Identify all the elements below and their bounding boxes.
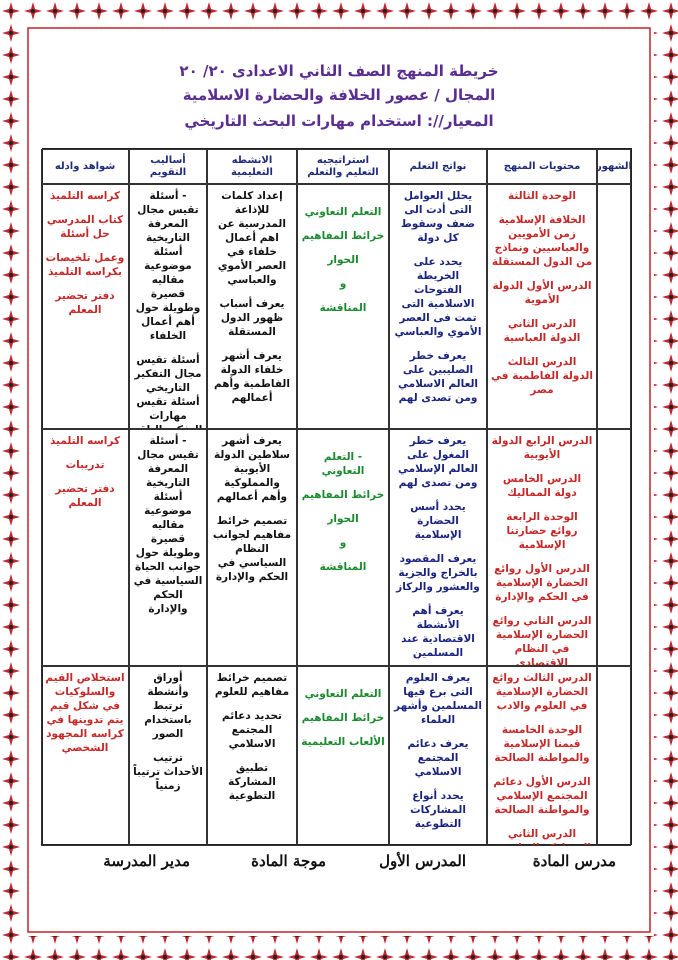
cell-text: الدرس الثالث الدولة الفاطمية في مصر (491, 356, 593, 396)
table-cell: يحلل العوامل التى أدت الى ضعف وسقوط كل د… (389, 184, 487, 429)
cell-text: الألعاب التعليمية (301, 736, 385, 748)
cell-text: كراسه التلميذ (49, 190, 121, 202)
standard: المعيار//: استخدام مهارات البحث التاريخي (184, 112, 494, 130)
cell-text: الدرس الثالث روائع الحضارة الإسلامية في … (492, 672, 592, 712)
signature: مدير المدرسة (103, 852, 190, 870)
table-cell: تصميم خرائط مفاهيم للعلوم تحديد دعائم الم… (207, 666, 297, 846)
table-cell: كراسه التلميذ كتاب المدرسي حل أسئلة وعمل ت… (41, 184, 129, 429)
cell-text: خرائط المفاهيم (301, 712, 385, 724)
column-header: استراتيجيه التعليم والتعلم (297, 149, 389, 184)
cell-text: كراسه التلميذ (49, 435, 121, 447)
table-cell: - التعلم التعاوني خرائط المفاهيم الحوار و ال… (297, 429, 389, 666)
cell-text: وعمل تلخيصات بكراسه التلميذ (45, 252, 125, 278)
table-cell: - أسئلة تقيس مجال المعرفة التاريخية أسئل… (129, 429, 207, 666)
cell-text: تدريبات (65, 459, 105, 471)
cell-text: المناقشة (319, 561, 367, 573)
cell-text: تصميم خرائط مفاهيم للعلوم (214, 672, 290, 698)
cell-text: يعرف خطر المغول على العالم الإسلامي ومن … (397, 435, 479, 489)
cell-text: أسئلة تقيس مجال التفكير التاريخي أسئلة ت… (134, 354, 203, 428)
cell-text: خرائط المفاهيم (301, 489, 385, 501)
cell-text: الدرس الثاني روائع الحضارة الإسلامية في … (492, 615, 592, 666)
cell-text: الدرس الثاني المشاركة التطوعية (493, 828, 591, 845)
signature: مدرس المادة (532, 852, 616, 870)
cell-text: يعرف أسباب ظهور الدول المستقلة (219, 298, 285, 338)
cell-text: تطبيق المشاركة التطوعية (228, 762, 276, 802)
signature: المدرس الأول (379, 852, 466, 870)
cell-text: التعلم التعاوني (304, 688, 382, 700)
table-cell: كراسه التلميذ تدريبات دفتر تحضير المعلم (41, 429, 129, 666)
cell-text: الخلافة الإسلامية زمن الأمويين والعباسيي… (491, 214, 593, 268)
month-cell (597, 666, 631, 846)
table-cell: يعرف خطر المغول على العالم الإسلامي ومن … (389, 429, 487, 666)
table-cell: الدرس الثالث روائع الحضارة الإسلامية في … (487, 666, 597, 846)
title: خريطة المنهج الصف الثاني الاعدادى ٢٠/ ٢٠ (179, 62, 499, 80)
field: المجال / عصور الخلافة والحضارة الاسلامية (182, 86, 496, 104)
table-cell: الوحدة الثالثة الخلافة الإسلامية زمن الأم… (487, 184, 597, 429)
month-cell (597, 184, 631, 429)
cell-text: الوحدة الخامسة قيمنا الإسلامية والمواطنة… (494, 724, 590, 764)
cell-text: إعداد كلمات للإذاعة المدرسية عن اهم أعما… (217, 190, 287, 286)
cell-text: يعرف أهم الأنشطة الاقتصادية عند المسلمين (401, 605, 475, 659)
cell-text: يحدد أسس الحضارة الإسلامية (410, 501, 466, 541)
cell-text: الحوار (327, 254, 359, 266)
cell-text: - التعلم التعاوني (321, 451, 365, 477)
cell-text: تصميم خرائط مفاهيم لجوانب النظام السياسي… (212, 515, 292, 583)
table-cell: التعلم التعاوني خرائط المفاهيم الألعاب الت… (297, 666, 389, 846)
cell-text: الدرس الأول دعائم المجتمع الإسلامي والمو… (493, 776, 591, 816)
table-cell: يعرف العلوم التى برع فيها المسلمين وأشهر… (389, 666, 487, 846)
cell-text: دفتر تحضير المعلم (55, 290, 115, 316)
column-header: شواهد وادله (41, 149, 129, 184)
cell-text: يحلل العوامل التى أدت الى ضعف وسقوط كل د… (400, 190, 476, 244)
cell-text: الدرس الثاني الدولة العباسية (503, 318, 581, 344)
column-header: أساليب التقويم (129, 149, 207, 184)
cell-text: أوراق وأنشطة ترتبط باستخدام الصور (144, 672, 192, 740)
cell-text: الوحدة الرابعة روائع حضارتنا الإسلامية (506, 511, 578, 551)
table-cell: أوراق وأنشطة ترتبط باستخدام الصور ترتيب ا… (129, 666, 207, 846)
cell-text: خرائط المفاهيم (301, 230, 385, 242)
cell-text: - أسئلة تقيس مجال المعرفة التاريخية أسئل… (133, 435, 203, 615)
cell-text: يحدد على الخريطة الفتوحات الاسلامية التى… (394, 256, 482, 338)
cell-text: و (339, 537, 347, 549)
curriculum-table: الشهور محتويات المنهج نواتج التعلم استراتيج… (41, 148, 632, 846)
column-header: الشهور (597, 149, 631, 184)
cell-text: تحديد دعائم المجتمع الاسلامي (222, 710, 282, 750)
cell-text: يعرف العلوم التى برع فيها المسلمين وأشهر… (394, 672, 482, 726)
table-cell: يعرف أشهر سلاطين الدولة الأيوبية والمملو… (207, 429, 297, 666)
cell-text: الدرس الخامس دولة المماليك (502, 473, 582, 499)
cell-text: - أسئلة تقيس مجال المعرفة التاريخية أسئل… (135, 190, 201, 342)
cell-text: يعرف المقصود بالخراج والجزية والعشور وال… (396, 553, 480, 593)
cell-text: ترتيب الأحداث ترتيباً زمنياً (133, 752, 203, 792)
cell-text: يعرف أشهر سلاطين الدولة الأيوبية والمملو… (213, 435, 291, 503)
cell-text: الوحدة الثالثة (508, 190, 576, 202)
column-header: الانشطه التعليمية (207, 149, 297, 184)
signature: موجة المادة (251, 852, 326, 870)
table-cell: التعلم التعاوني خرائط المفاهيم الحوار و المن… (297, 184, 389, 429)
cell-text: المناقشة (319, 302, 367, 314)
cell-text: الحوار (327, 513, 359, 525)
cell-text: الدرس الأول الدولة الأموية (492, 280, 592, 306)
cell-text: التعلم التعاوني (304, 206, 382, 218)
table-cell: استخلاص القيم والسلوكيات في شكل قيم يتم … (41, 666, 129, 846)
cell-text: يعرف خطر الصليبين على العالم الاسلامي وم… (397, 350, 479, 404)
table-cell: إعداد كلمات للإذاعة المدرسية عن اهم أعما… (207, 184, 297, 429)
cell-text: يعرف دعائم المجتمع الاسلامي (407, 738, 469, 778)
month-cell (597, 429, 631, 666)
table-cell: - أسئلة تقيس مجال المعرفة التاريخية أسئل… (129, 184, 207, 429)
cell-text: دفتر تحضير المعلم (55, 483, 115, 509)
cell-text: الدرس الرابع الدولة الأيوبية (491, 435, 593, 461)
cell-text: الدرس الأول روائع الحضارة الإسلامية في ا… (494, 563, 590, 603)
cell-text: كتاب المدرسي حل أسئلة (46, 214, 124, 240)
column-header: نواتج التعلم (389, 149, 487, 184)
cell-text: يعرف أشهر خلفاء الدولة الفاطمية وأهم أعم… (214, 350, 290, 404)
table-cell: الدرس الرابع الدولة الأيوبية الدرس الخامس… (487, 429, 597, 666)
cell-text: استخلاص القيم والسلوكيات في شكل قيم يتم … (45, 672, 125, 754)
column-header: محتويات المنهج (487, 149, 597, 184)
cell-text: و (339, 278, 347, 290)
cell-text: يحدد أنواع المشاركات التطوعية (410, 790, 466, 830)
